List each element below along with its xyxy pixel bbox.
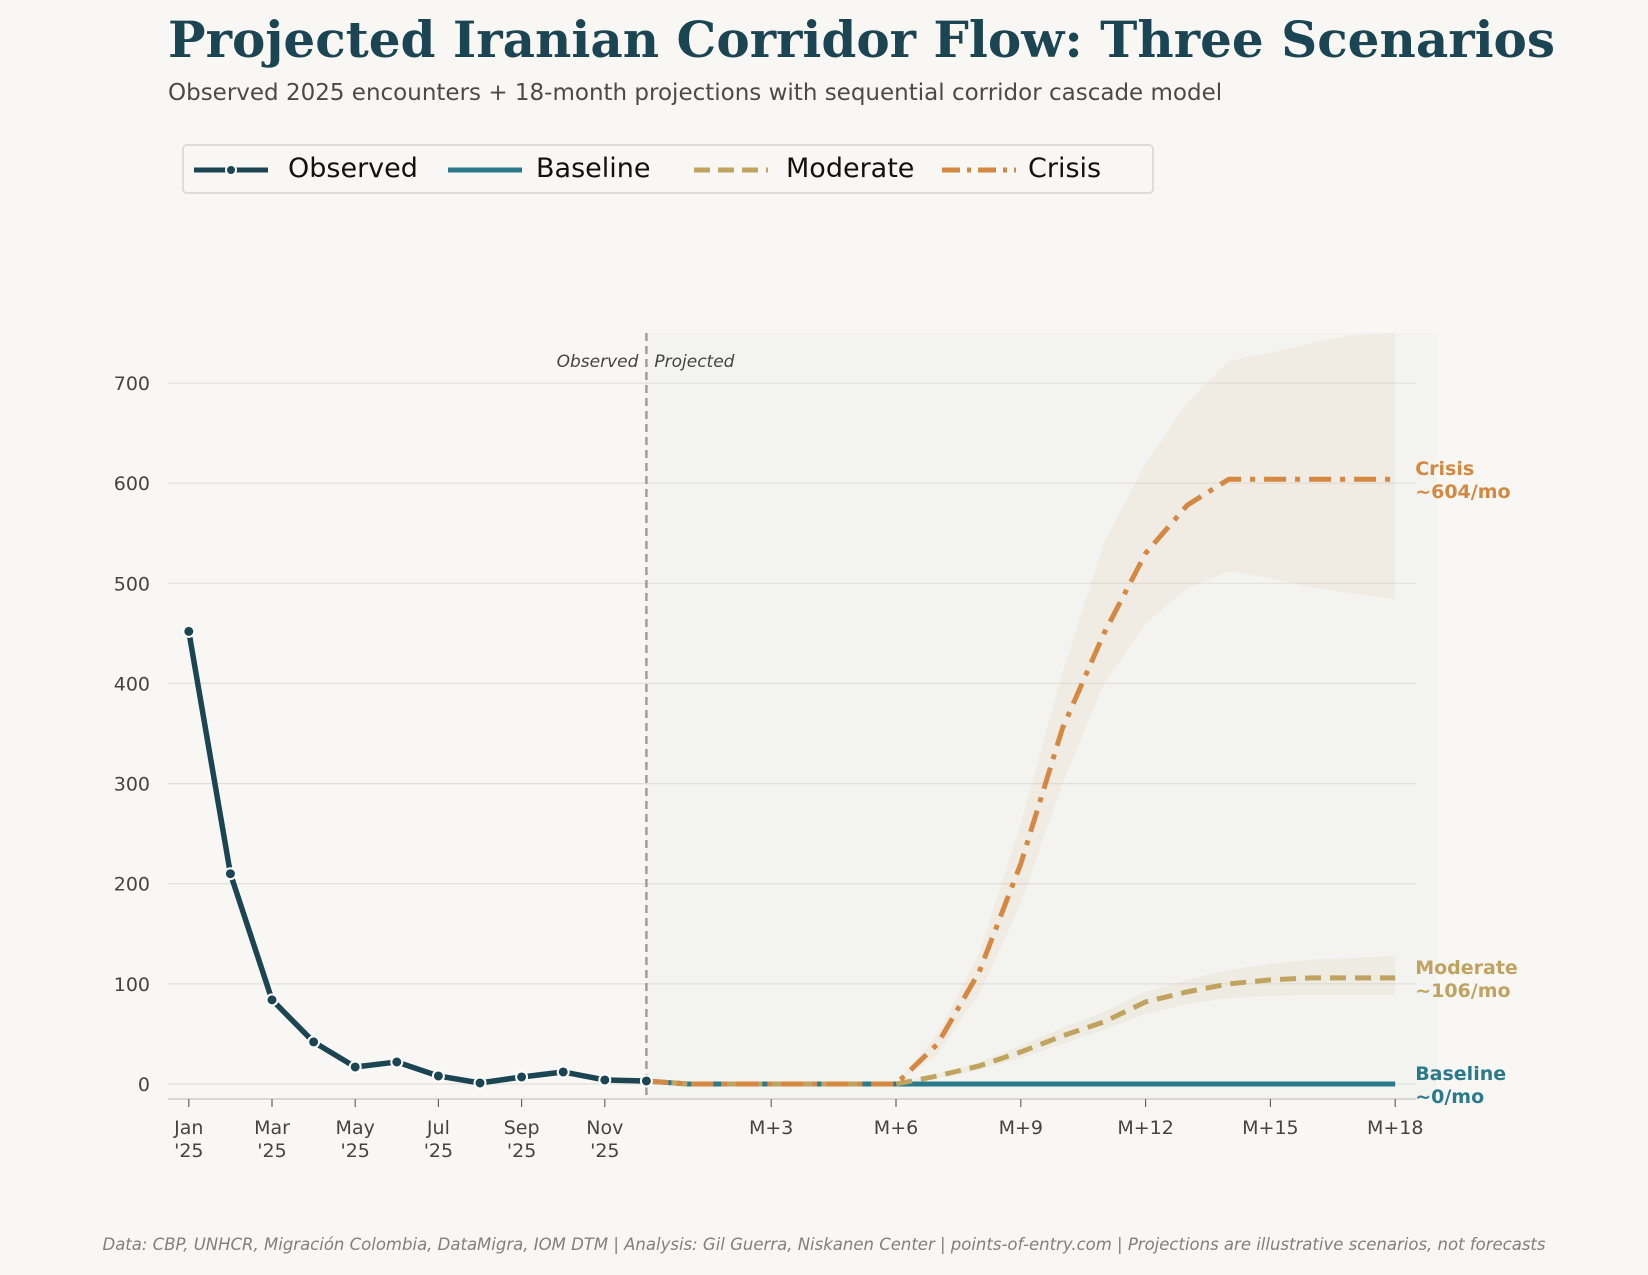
x-tick-label-line: Jan <box>173 1117 203 1139</box>
y-tick-label-200: 200 <box>114 874 150 896</box>
observed-point <box>348 1060 362 1074</box>
x-tick-label: May '25 <box>336 1117 375 1162</box>
y-tick-label-400: 400 <box>114 673 150 695</box>
observed-point <box>556 1065 570 1079</box>
x-tick-label-line: Jul <box>426 1117 450 1139</box>
observed-point <box>307 1035 321 1049</box>
legend-label-moderate: Moderate <box>786 153 915 184</box>
observed-point <box>598 1073 612 1087</box>
end-label-line: Moderate <box>1415 957 1518 979</box>
observed-point <box>390 1055 404 1069</box>
x-tick-label: Sep '25 <box>504 1117 540 1162</box>
legend-label-observed: Observed <box>288 153 418 184</box>
legend-label-baseline: Baseline <box>536 153 651 184</box>
chart-subtitle: Observed 2025 encounters + 18-month proj… <box>168 80 1223 106</box>
x-tick-label-line: M+12 <box>1117 1117 1174 1139</box>
y-tick-label-600: 600 <box>114 473 150 495</box>
y-tick-label-300: 300 <box>114 774 150 796</box>
x-tick-label-line: M+6 <box>874 1117 918 1139</box>
x-tick-label-line: '25 <box>340 1140 369 1162</box>
observed-point <box>431 1069 445 1083</box>
series-line-moderate <box>646 975 1396 1087</box>
y-tick-label-700: 700 <box>114 373 150 395</box>
legend-swatch-moderate <box>694 167 768 173</box>
observed-point <box>182 624 196 638</box>
observed-point <box>223 867 237 881</box>
x-tick-label-line: M+3 <box>749 1117 793 1139</box>
x-tick-label: M+12 <box>1117 1117 1174 1139</box>
x-tick-label-line: '25 <box>507 1140 536 1162</box>
series-line-observed <box>186 630 647 1086</box>
x-tick-label: M+9 <box>999 1117 1043 1139</box>
x-tick-label: Jan '25 <box>173 1117 203 1162</box>
x-tick-label-line: M+9 <box>999 1117 1043 1139</box>
x-tick-label: Mar '25 <box>254 1117 290 1162</box>
x-tick-label-line: Sep <box>504 1117 540 1139</box>
x-tick-label: Jul '25 <box>424 1117 453 1162</box>
x-tick-label-line: '25 <box>257 1140 286 1162</box>
legend-swatch-observed <box>194 164 268 176</box>
end-label-line: Crisis <box>1415 458 1474 480</box>
legend-swatch-crisis <box>942 167 1016 173</box>
legend-swatch-baseline <box>448 167 522 173</box>
observed-point <box>639 1074 653 1088</box>
x-tick-label: M+15 <box>1242 1117 1299 1139</box>
end-label-line: ~0/mo <box>1415 1086 1484 1108</box>
band-crisis <box>646 333 1396 1084</box>
x-tick-label-line: M+18 <box>1367 1117 1424 1139</box>
observed-point <box>265 993 279 1007</box>
x-tick-label-line: May <box>336 1117 375 1139</box>
x-tick-label-line: '25 <box>424 1140 453 1162</box>
legend: Observed Baseline Moderate Crisis <box>182 144 1154 194</box>
observed-point <box>515 1070 529 1084</box>
x-tick-label-line: Nov <box>586 1117 623 1139</box>
divider-label-observed: Observed <box>557 352 639 372</box>
observed-point <box>473 1076 487 1090</box>
x-tick-label: M+6 <box>874 1117 918 1139</box>
end-label-crisis: Crisis ~604/mo <box>1415 458 1510 503</box>
chart-title: Projected Iranian Corridor Flow: Three S… <box>168 10 1556 69</box>
x-tick-label: M+18 <box>1367 1117 1424 1139</box>
x-tick-label-line: M+15 <box>1242 1117 1299 1139</box>
x-tick-label-line: '25 <box>174 1140 203 1162</box>
end-label-line: Baseline <box>1415 1063 1506 1085</box>
end-label-baseline: Baseline ~0/mo <box>1415 1063 1506 1108</box>
legend-label-crisis: Crisis <box>1028 153 1102 184</box>
x-tick-label-line: '25 <box>590 1140 619 1162</box>
end-label-moderate: Moderate ~106/mo <box>1415 957 1518 1002</box>
end-label-line: ~604/mo <box>1415 481 1510 503</box>
end-label-line: ~106/mo <box>1415 980 1510 1002</box>
x-tick-label: Nov '25 <box>586 1117 623 1162</box>
footer-credits: Data: CBP, UNHCR, Migración Colombia, Da… <box>102 1235 1546 1254</box>
y-tick-label-500: 500 <box>114 573 150 595</box>
y-tick-label-100: 100 <box>114 974 150 996</box>
y-tick-label-0: 0 <box>138 1074 150 1096</box>
x-tick-label: M+3 <box>749 1117 793 1139</box>
series-line-crisis <box>646 476 1396 1087</box>
divider-label-projected: Projected <box>654 352 734 372</box>
projection-shade <box>646 333 1437 1099</box>
x-tick-label-line: Mar <box>254 1117 290 1139</box>
